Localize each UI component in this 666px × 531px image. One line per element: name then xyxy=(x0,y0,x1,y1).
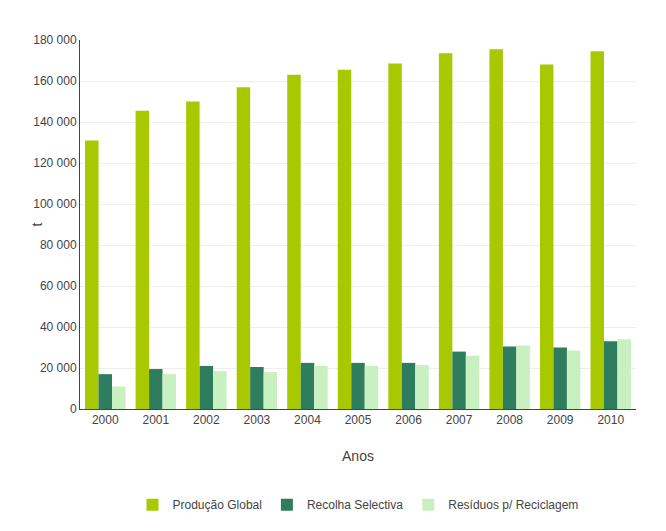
svg-text:2004: 2004 xyxy=(294,413,321,427)
svg-text:2006: 2006 xyxy=(395,413,422,427)
svg-text:120 000: 120 000 xyxy=(33,156,77,170)
svg-text:60 000: 60 000 xyxy=(40,279,77,293)
svg-text:Produção Global: Produção Global xyxy=(173,498,262,512)
svg-text:t: t xyxy=(29,222,45,226)
svg-text:140 000: 140 000 xyxy=(33,115,77,129)
svg-text:100 000: 100 000 xyxy=(33,197,77,211)
svg-text:160 000: 160 000 xyxy=(33,74,77,88)
svg-text:80 000: 80 000 xyxy=(40,238,77,252)
svg-text:20 000: 20 000 xyxy=(40,361,77,375)
svg-text:2002: 2002 xyxy=(193,413,220,427)
svg-text:2008: 2008 xyxy=(496,413,523,427)
svg-text:Anos: Anos xyxy=(342,448,374,464)
svg-text:2007: 2007 xyxy=(446,413,473,427)
svg-text:Resíduos p/ Reciclagem: Resíduos p/ Reciclagem xyxy=(448,498,578,512)
svg-text:2003: 2003 xyxy=(244,413,271,427)
svg-text:40 000: 40 000 xyxy=(40,320,77,334)
svg-text:2009: 2009 xyxy=(547,413,574,427)
svg-text:2005: 2005 xyxy=(345,413,372,427)
svg-text:2001: 2001 xyxy=(142,413,169,427)
svg-text:2000: 2000 xyxy=(92,413,119,427)
svg-text:0: 0 xyxy=(70,402,77,416)
svg-text:180 000: 180 000 xyxy=(33,33,77,47)
svg-text:2010: 2010 xyxy=(597,413,624,427)
svg-text:Recolha Selectiva: Recolha Selectiva xyxy=(307,498,403,512)
